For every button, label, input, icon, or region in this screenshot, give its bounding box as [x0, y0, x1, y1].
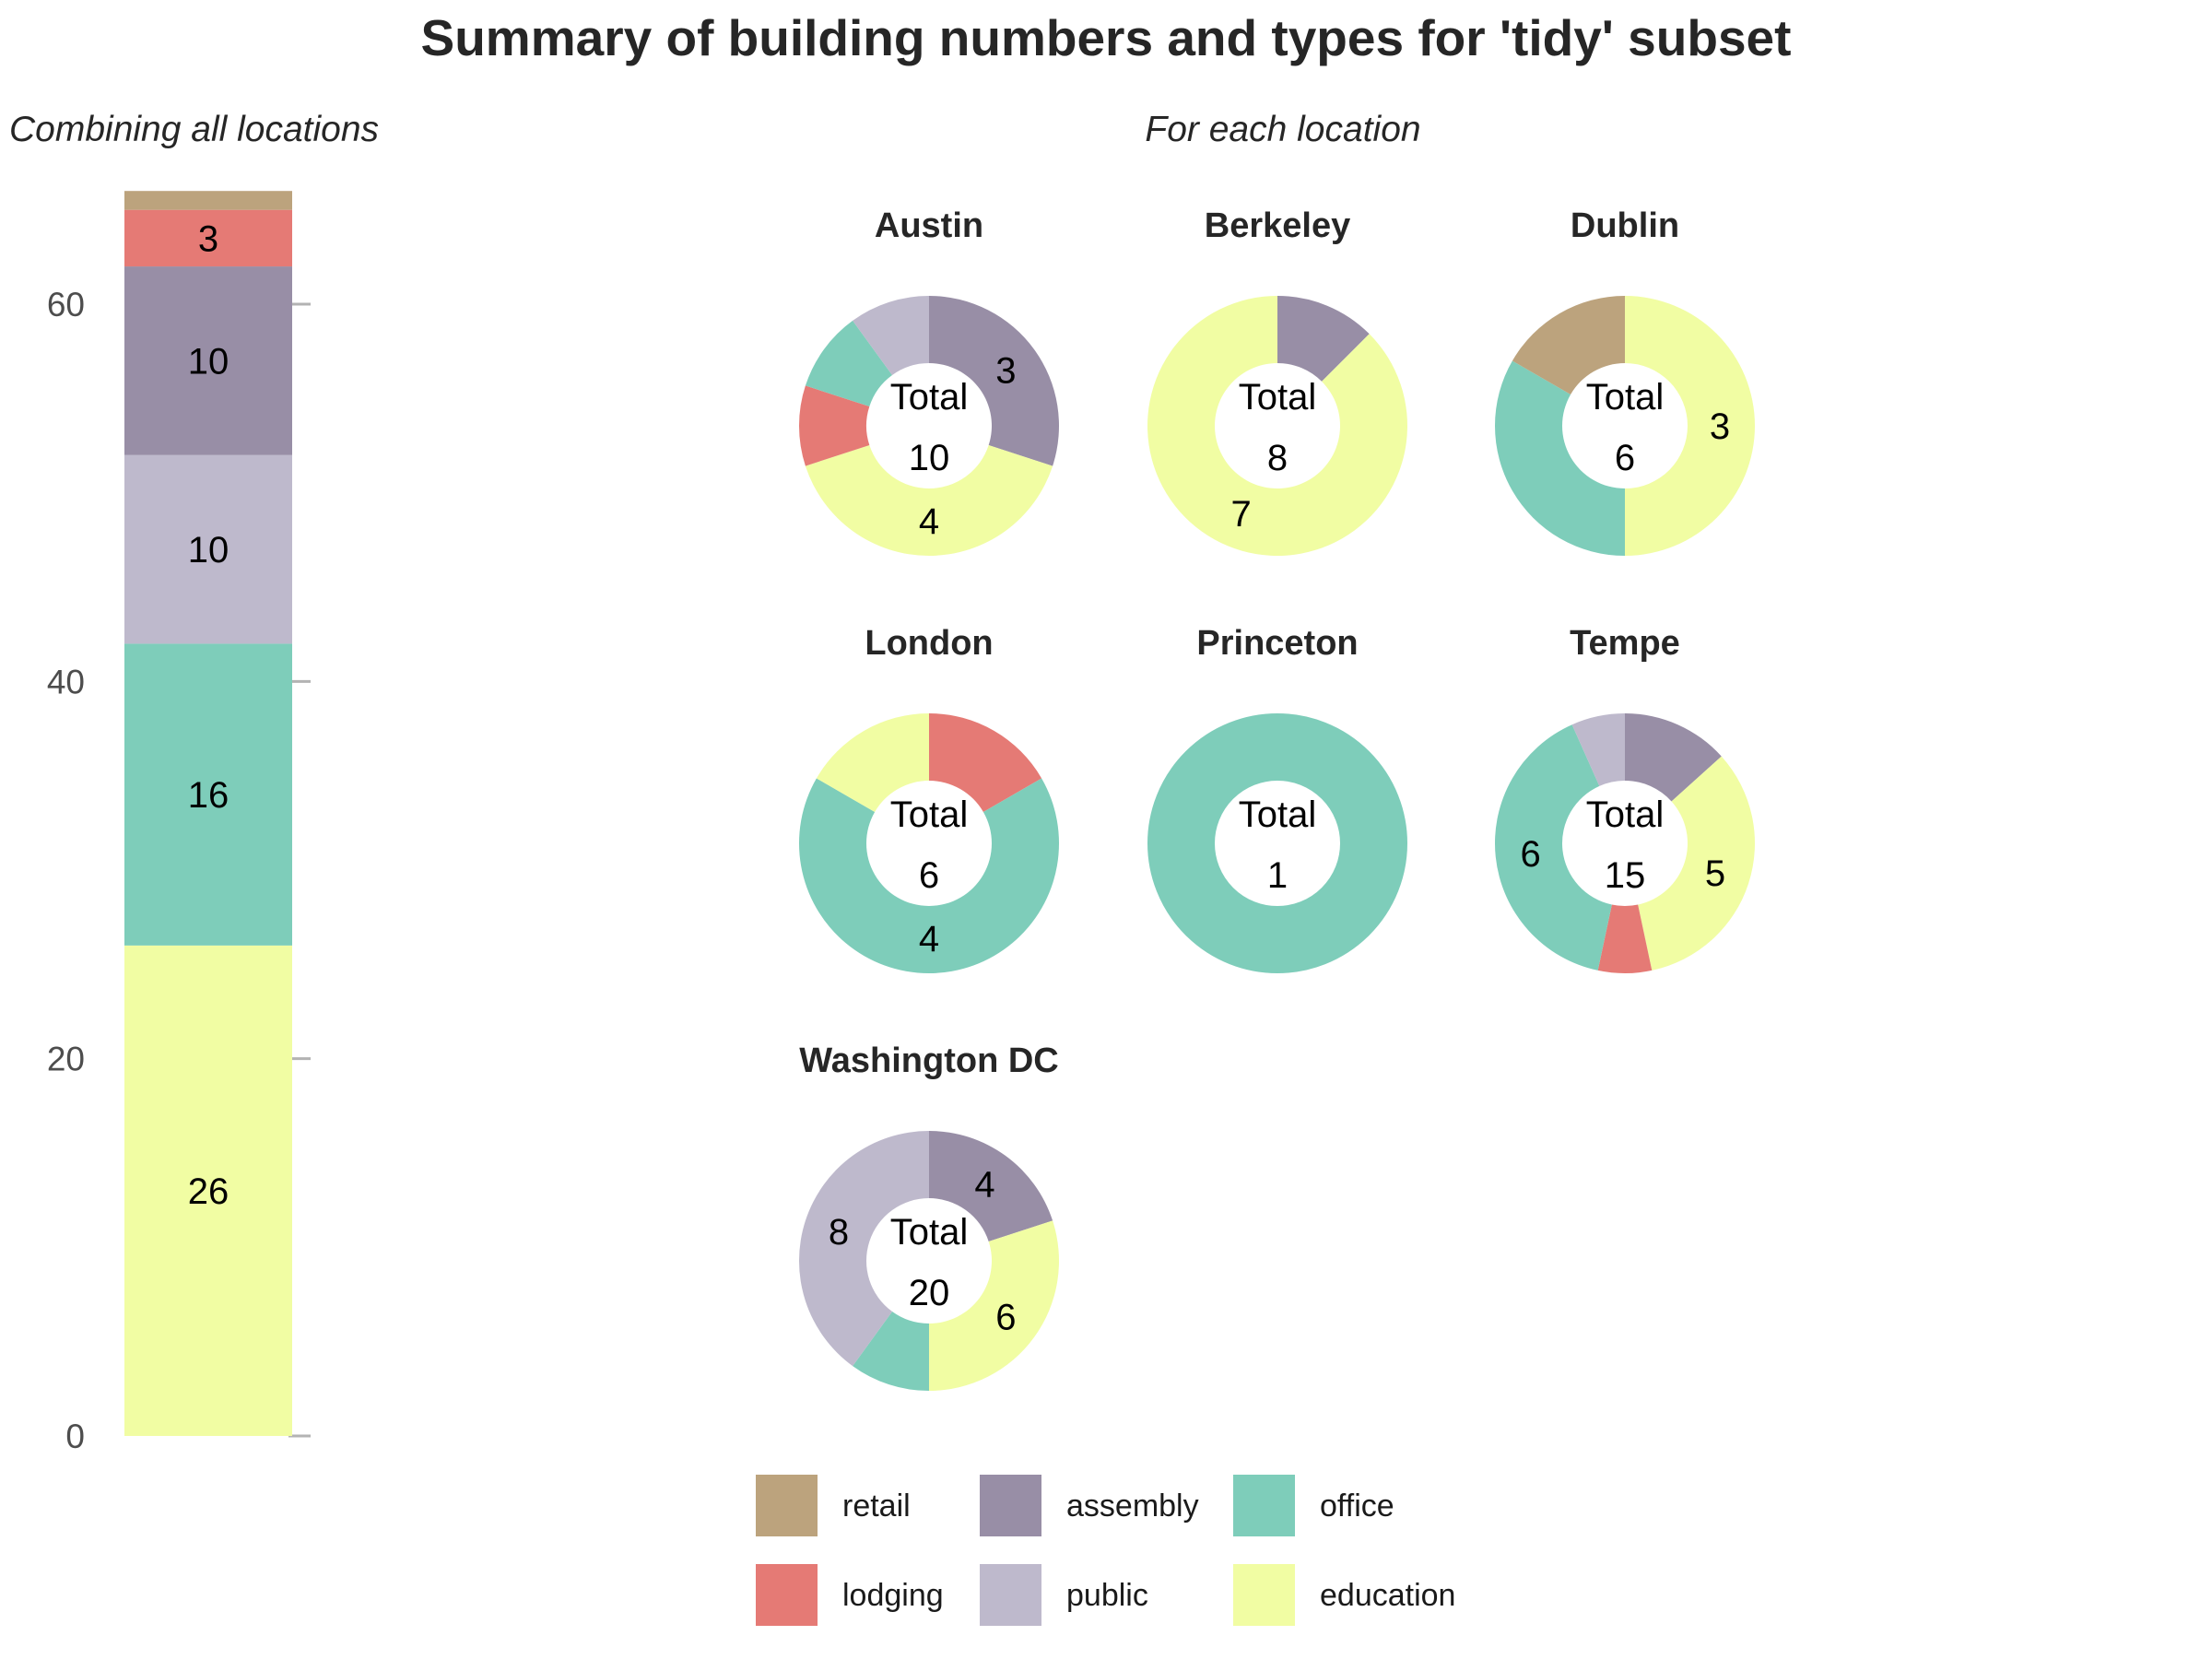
bar-segment-lodging	[124, 209, 292, 267]
donut-total: 8	[1267, 438, 1288, 478]
donut-austin: Austin 3 4 Total 10	[798, 206, 1059, 557]
donut-slice-label: 4	[919, 919, 939, 959]
legend-swatch-public	[980, 1564, 1041, 1626]
bar-segment-public	[124, 454, 292, 644]
bar-segment-label: 10	[188, 530, 229, 571]
donut-slice-retail	[1512, 296, 1625, 394]
donut-slice-label: 6	[995, 1298, 1016, 1338]
facet-title: Berkeley	[1205, 206, 1350, 245]
y-tick-label: 0	[65, 1418, 85, 1455]
facet-title: London	[865, 624, 993, 663]
donut-slice-label: 7	[1230, 494, 1251, 535]
donut-london: London 4 Total 6	[799, 624, 1059, 973]
donut-total: 20	[909, 1273, 950, 1313]
donut-center-label: Total	[890, 794, 969, 835]
overall-subtitle: Combining all locations	[9, 110, 379, 149]
donut-center-label: Total	[1586, 377, 1665, 418]
donut-slice-public	[799, 1131, 929, 1367]
bar-segment-retail	[124, 191, 292, 210]
y-tick-label: 60	[47, 286, 85, 324]
donut-slice-public	[1571, 713, 1625, 786]
donut-slice-label: 4	[974, 1165, 994, 1206]
donut-slice-office	[1495, 724, 1612, 971]
donut-slice-assembly	[929, 296, 1059, 466]
donut-total: 10	[909, 438, 950, 478]
bar-segment-office	[124, 643, 292, 946]
facet-title: Princeton	[1196, 624, 1358, 663]
donut-center-label: Total	[1586, 794, 1665, 835]
donut-slice-label: 3	[1710, 406, 1730, 447]
donut-slice-office	[805, 320, 893, 406]
donut-berkeley: Berkeley 7 Total 8	[1147, 206, 1407, 556]
donut-slice-assembly	[929, 1131, 1053, 1241]
donut-slice-education	[816, 713, 929, 812]
donut-slice-label: 8	[829, 1212, 849, 1253]
bar-segment-label: 16	[188, 775, 229, 816]
donut-slice-education	[929, 1220, 1060, 1391]
y-tick-label: 20	[47, 1041, 85, 1078]
facet-title: Tempe	[1570, 624, 1680, 663]
legend-label: education	[1320, 1578, 1455, 1613]
chart-title: Summary of building numbers and types fo…	[421, 9, 1792, 66]
legend-swatch-education	[1233, 1564, 1295, 1626]
legend-label: lodging	[842, 1578, 944, 1613]
y-tick-label: 40	[47, 663, 85, 700]
donut-slice-lodging	[929, 713, 1042, 812]
bar-segment-label: 10	[188, 341, 229, 382]
donut-slice-label: 6	[1520, 834, 1540, 875]
donut-slice-office	[799, 778, 1059, 973]
donut-slice-public	[853, 296, 929, 375]
donut-slice-assembly	[1277, 296, 1370, 382]
donut-slice-office	[853, 1312, 929, 1391]
donut-center-label: Total	[1239, 794, 1317, 835]
legend: retail lodging assembly public office educati…	[756, 1475, 1455, 1626]
bar-segment-label: 3	[198, 218, 218, 259]
per-location-subtitle: For each location	[1145, 110, 1420, 149]
facet-title: Dublin	[1571, 206, 1679, 245]
donut-slice-label: 3	[995, 350, 1016, 391]
donut-slice-education	[1147, 296, 1407, 556]
donut-facets: Austin34Total10Berkeley7Total8Dublin3Tot…	[798, 206, 1756, 1391]
legend-swatch-office	[1233, 1475, 1295, 1536]
donut-washington-dc: Washington DC 4 6 8 Total 20	[799, 1041, 1060, 1391]
stacked-bar-chart: 0 20 40 60 26 16 10 10 3	[47, 191, 311, 1455]
donut-princeton: Princeton Total 1	[1147, 624, 1407, 973]
donut-slice-office	[1147, 713, 1407, 973]
donut-center-label: Total	[890, 377, 969, 418]
donut-center-label: Total	[890, 1212, 969, 1253]
legend-label: office	[1320, 1488, 1394, 1524]
donut-slice-lodging	[1597, 904, 1653, 973]
donut-total: 6	[919, 855, 939, 896]
donut-slice-office	[1495, 360, 1625, 556]
donut-tempe: Tempe 5 6 Total 15	[1495, 624, 1756, 973]
donut-center-label: Total	[1239, 377, 1317, 418]
bar-segment-education	[124, 945, 292, 1436]
donut-dublin: Dublin 3 Total 6	[1495, 206, 1755, 556]
legend-label: retail	[842, 1488, 911, 1524]
donut-slice-lodging	[798, 385, 870, 466]
donut-slice-label: 5	[1705, 853, 1725, 894]
bar-segment-assembly	[124, 266, 292, 455]
legend-swatch-lodging	[756, 1564, 818, 1626]
legend-label: public	[1066, 1578, 1148, 1613]
donut-slice-label: 4	[919, 501, 939, 542]
legend-label: assembly	[1066, 1488, 1199, 1524]
facet-title: Austin	[875, 206, 983, 245]
bar-segment-label: 26	[188, 1171, 229, 1212]
donut-slice-education	[805, 445, 1053, 557]
legend-swatch-assembly	[980, 1475, 1041, 1536]
facet-title: Washington DC	[799, 1041, 1058, 1080]
donut-slice-education	[1638, 756, 1756, 971]
donut-total: 15	[1605, 855, 1646, 896]
donut-slice-education	[1625, 296, 1755, 556]
legend-swatch-retail	[756, 1475, 818, 1536]
donut-total: 1	[1267, 855, 1288, 896]
donut-total: 6	[1615, 438, 1635, 478]
donut-slice-assembly	[1625, 713, 1722, 802]
